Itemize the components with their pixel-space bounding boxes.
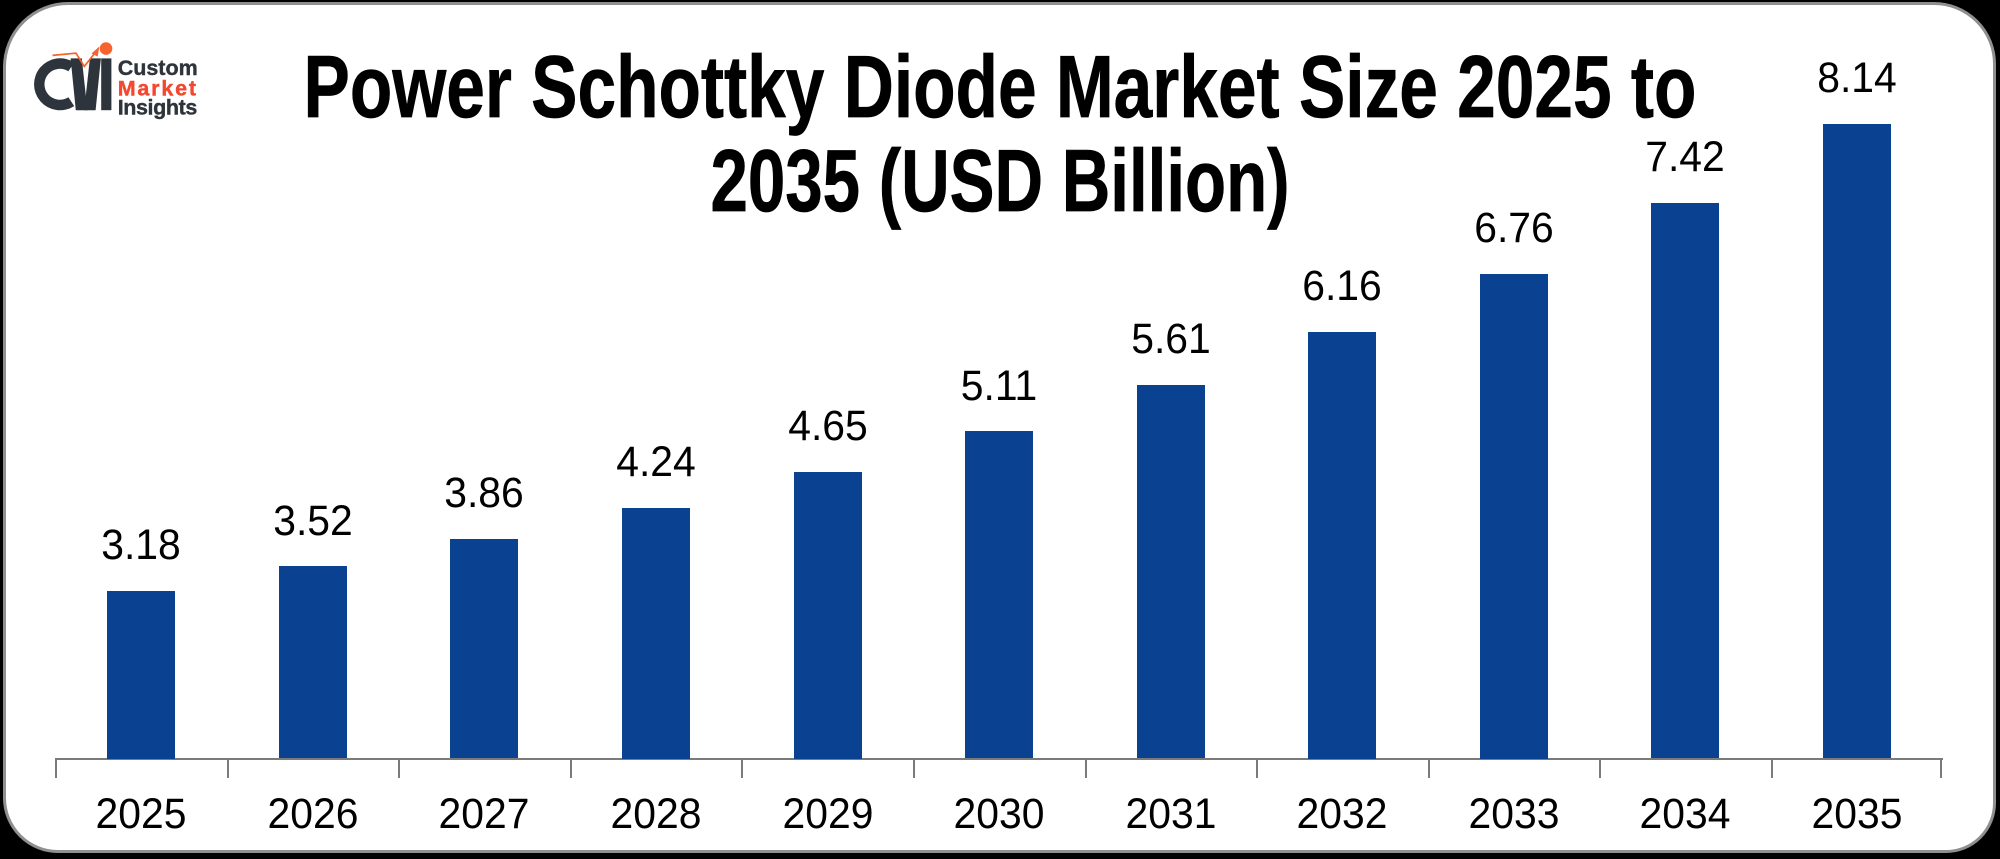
- svg-text:Custom: Custom: [118, 56, 198, 80]
- svg-text:Insights: Insights: [118, 96, 198, 120]
- svg-text:Market: Market: [118, 76, 198, 100]
